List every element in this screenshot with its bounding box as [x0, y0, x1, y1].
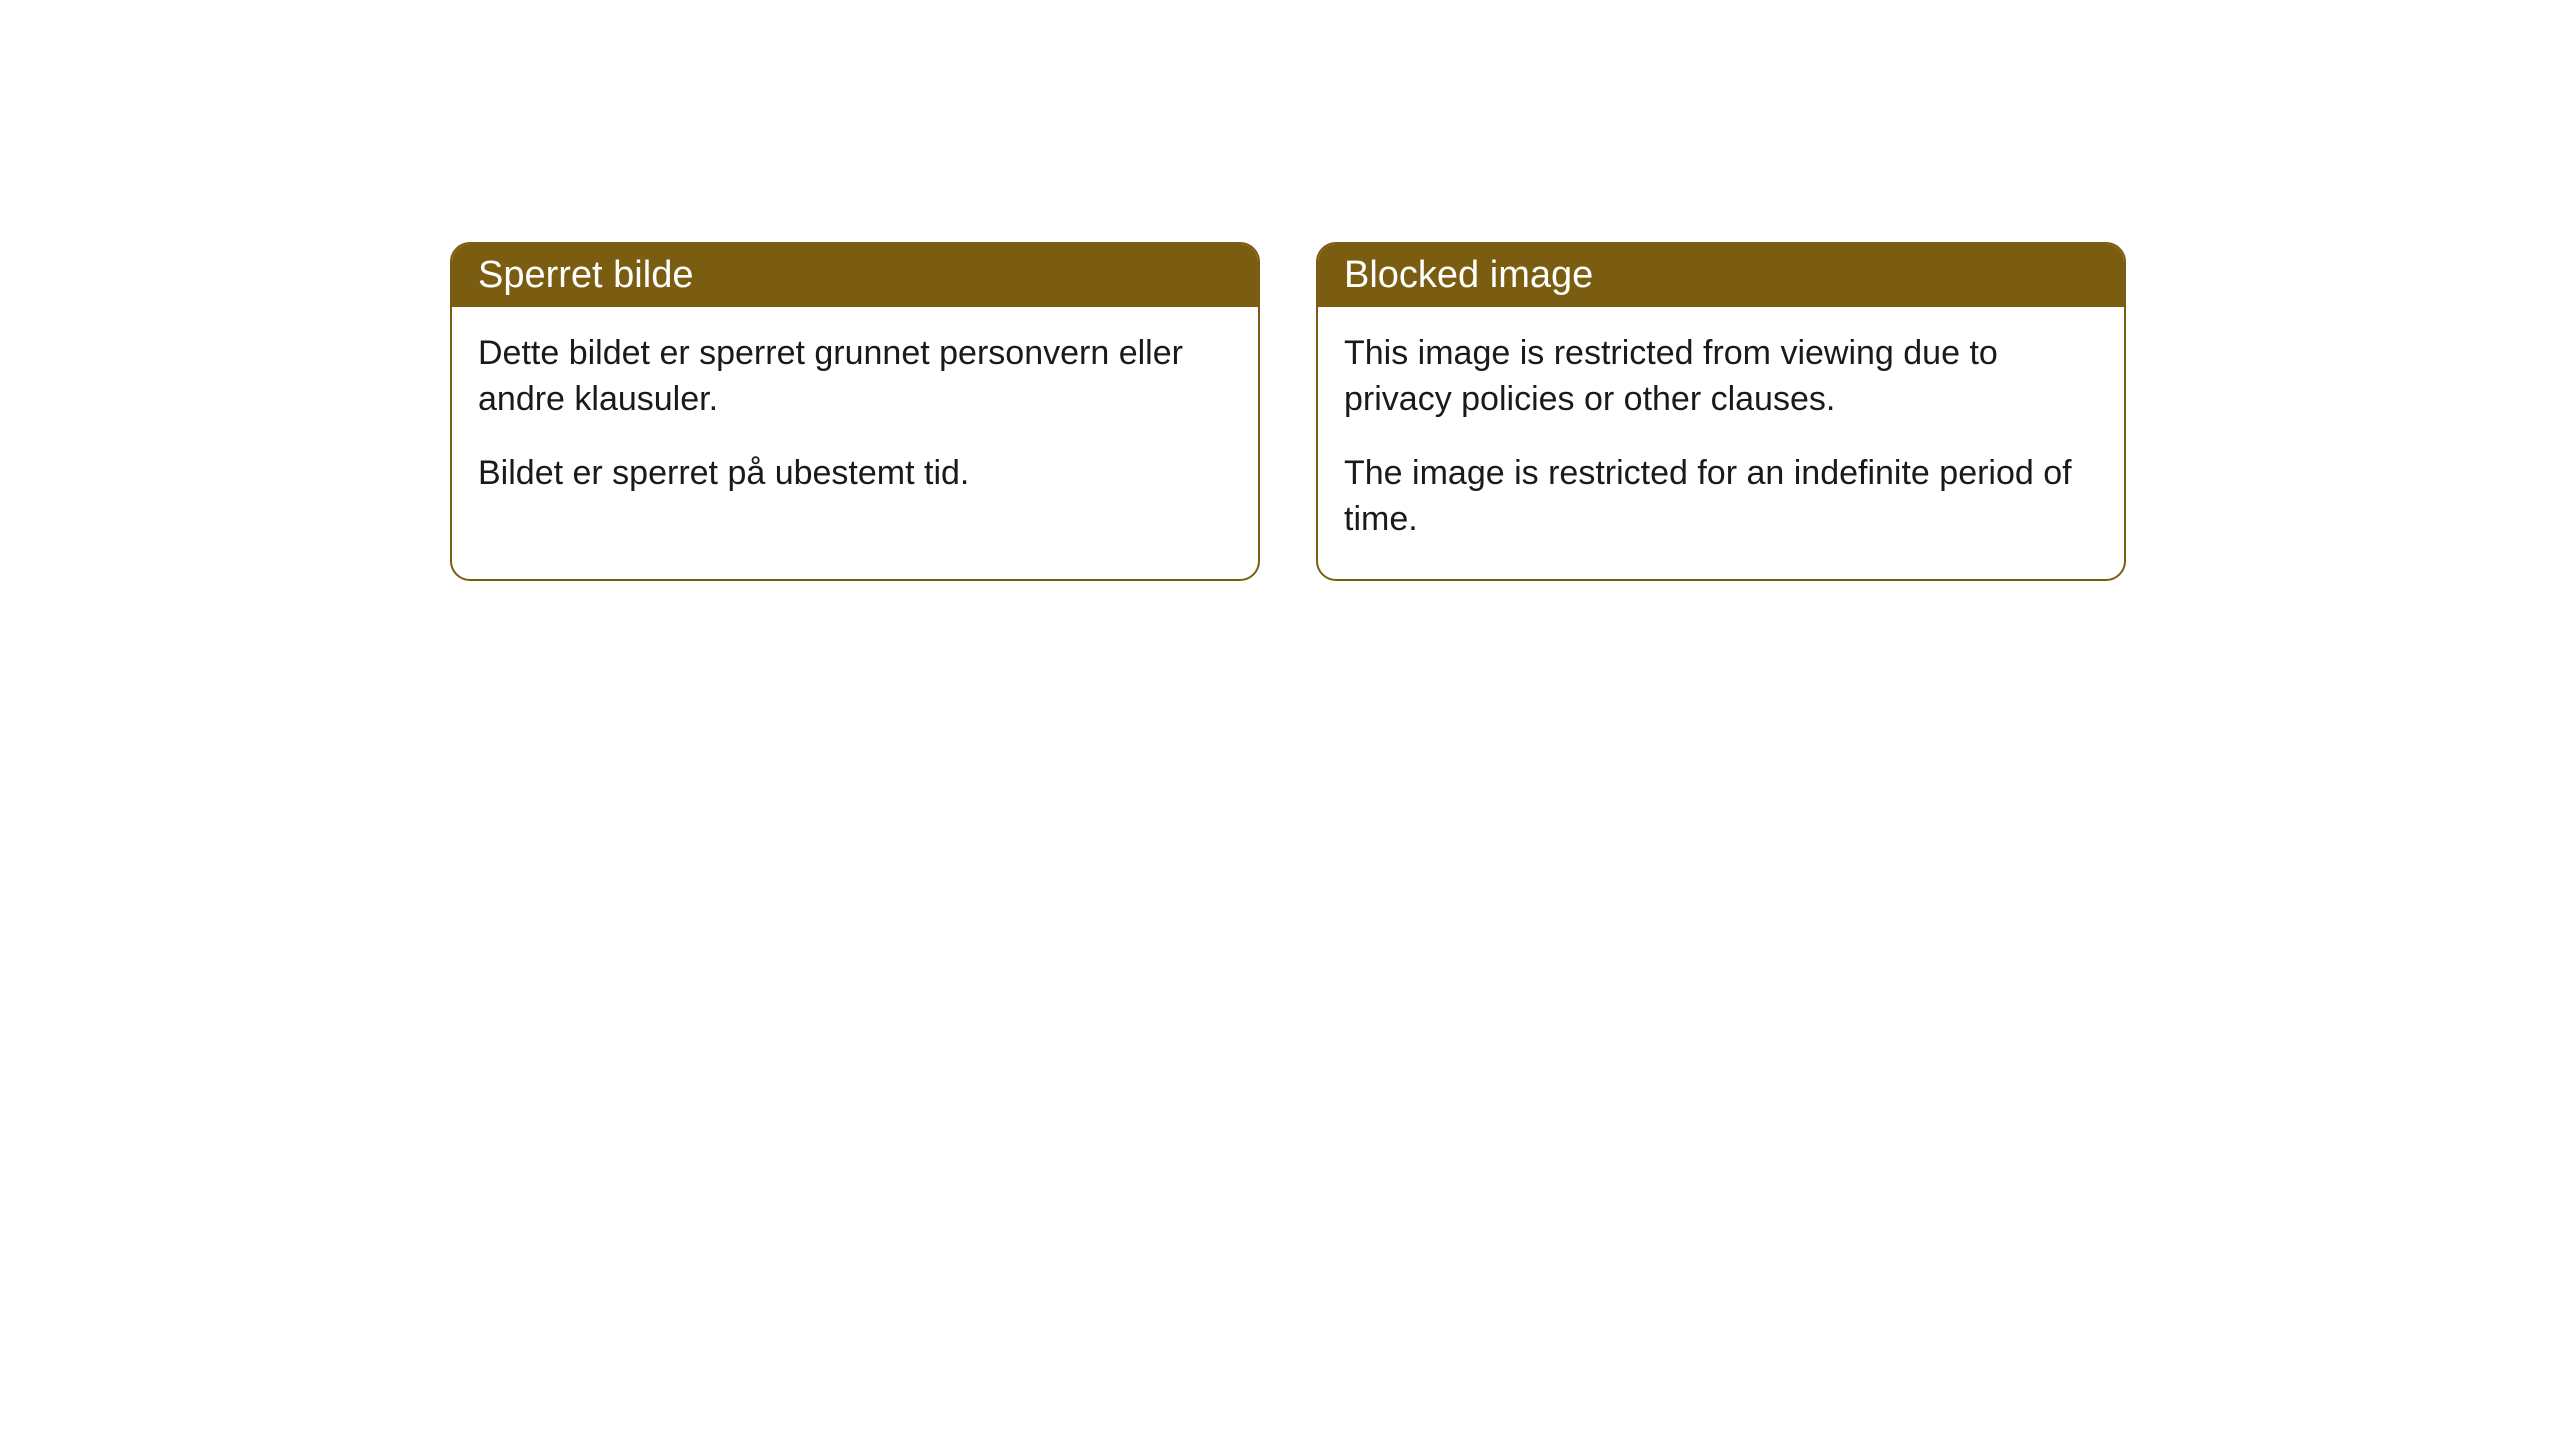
- notice-paragraph: Bildet er sperret på ubestemt tid.: [478, 451, 1232, 497]
- notice-header-english: Blocked image: [1318, 244, 2124, 307]
- notice-body-english: This image is restricted from viewing du…: [1318, 307, 2124, 579]
- notice-paragraph: This image is restricted from viewing du…: [1344, 331, 2098, 423]
- notice-title: Blocked image: [1344, 254, 1593, 296]
- notice-header-norwegian: Sperret bilde: [452, 244, 1258, 307]
- notice-paragraph: The image is restricted for an indefinit…: [1344, 451, 2098, 543]
- notice-paragraph: Dette bildet er sperret grunnet personve…: [478, 331, 1232, 423]
- notice-card-english: Blocked image This image is restricted f…: [1316, 242, 2126, 581]
- notice-cards-container: Sperret bilde Dette bildet er sperret gr…: [450, 242, 2126, 581]
- notice-card-norwegian: Sperret bilde Dette bildet er sperret gr…: [450, 242, 1260, 581]
- notice-body-norwegian: Dette bildet er sperret grunnet personve…: [452, 307, 1258, 533]
- notice-title: Sperret bilde: [478, 254, 693, 296]
